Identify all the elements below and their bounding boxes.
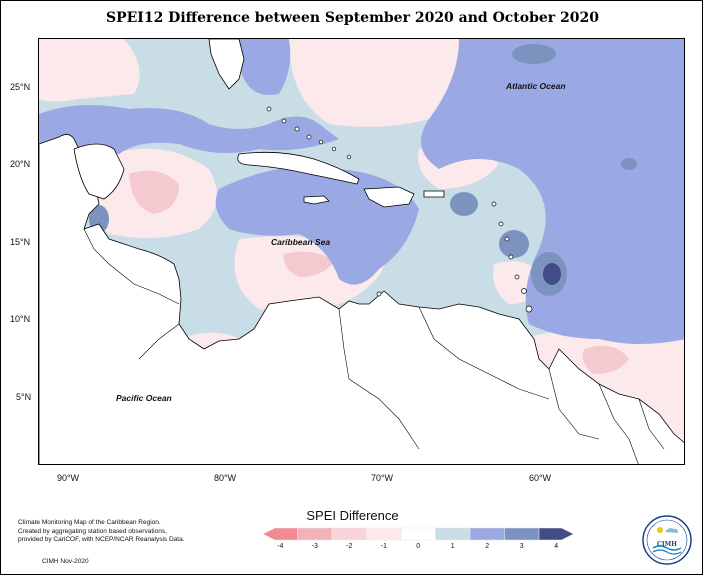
- legend-cell: [297, 527, 333, 541]
- legend-cell: [262, 527, 298, 541]
- map-title: SPEI12 Difference between September 2020…: [105, 10, 600, 26]
- legend-title: SPEI Difference: [306, 508, 399, 523]
- lon-label-70w: 70°W: [370, 473, 394, 483]
- logo-text: CIMH: [657, 541, 677, 548]
- land-masses: [39, 39, 684, 464]
- wave-icon: [652, 545, 682, 551]
- legend-cell: [435, 527, 471, 541]
- small-islands: [266, 106, 533, 313]
- lat-label-10n: 10°N: [10, 314, 31, 324]
- legend-tick-label: -2: [346, 543, 353, 550]
- lon-label-60w: 60°W: [528, 473, 552, 483]
- legend-tick-label: -1: [380, 543, 387, 550]
- legend-cell: [400, 527, 436, 541]
- legend-cell: [538, 527, 575, 541]
- issuer-date: CIMH Nov-2020: [42, 558, 89, 565]
- legend-tick-label: 1: [450, 543, 455, 550]
- credits-line: provided by CariCOF, with NCEP/NCAR Rean…: [18, 536, 185, 543]
- credits-line: Climate Monitoring Map of the Caribbean …: [18, 519, 161, 526]
- sun-icon: [657, 527, 663, 533]
- pacific-ocean-label: Pacific Ocean: [116, 393, 172, 403]
- credits-line: Created by aggregating station based obs…: [18, 527, 167, 535]
- lat-label-15n: 15°N: [10, 237, 31, 247]
- anomaly-positive-extreme: [543, 263, 561, 285]
- legend-cell: [366, 527, 402, 541]
- lon-label-90w: 90°W: [56, 473, 80, 483]
- legend-tick-label: 3: [519, 543, 524, 550]
- legend-tick-label: -3: [311, 543, 318, 550]
- atlantic-ocean-label: Atlantic Ocean: [506, 81, 566, 91]
- legend-tick-label: 0: [416, 543, 421, 550]
- legend-tick-label: -4: [277, 543, 284, 550]
- cimh-logo: [642, 515, 692, 565]
- legend-cell: [469, 527, 505, 541]
- legend-cell: [504, 527, 540, 541]
- spei-map: [39, 39, 684, 464]
- caribbean-sea-label: Caribbean Sea: [271, 237, 331, 247]
- map-credits: Climate Monitoring Map of the Caribbean …: [18, 519, 185, 545]
- lat-label-5n: 5°N: [16, 392, 32, 402]
- lat-label-20n: 20°N: [10, 159, 31, 169]
- map-panel: [38, 38, 685, 465]
- country-borders: [83, 228, 665, 464]
- legend-tick-label: 2: [485, 543, 490, 550]
- legend-colorbar: [262, 527, 575, 541]
- cloud-icon: [665, 528, 678, 533]
- legend-cell: [331, 527, 367, 541]
- lon-label-80w: 80°W: [213, 473, 237, 483]
- anomaly-negative-moderate: [129, 170, 629, 374]
- lat-label-25n: 25°N: [10, 82, 31, 92]
- legend-tick-label: 4: [554, 543, 559, 550]
